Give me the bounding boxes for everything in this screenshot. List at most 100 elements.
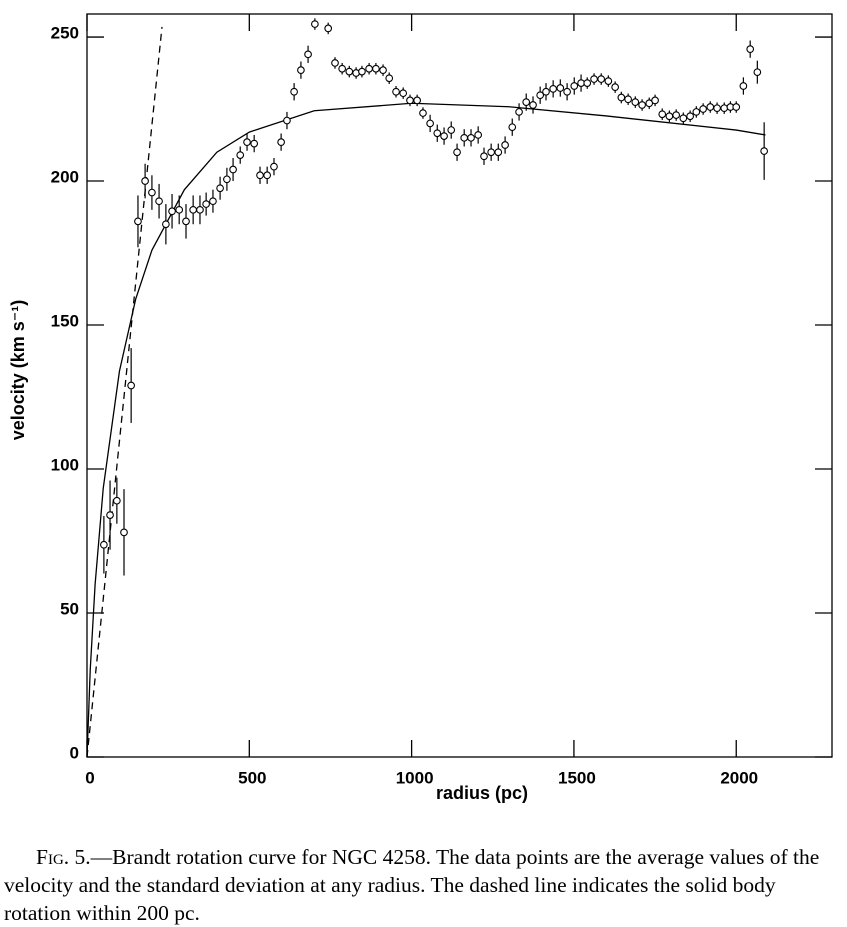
data-point (338, 64, 347, 73)
data-point (283, 116, 291, 125)
data-point (447, 126, 456, 134)
data-point (590, 75, 598, 83)
data-point (385, 74, 394, 83)
y-axis-title: velocity (km s⁻¹) (8, 300, 28, 441)
data-point (570, 82, 579, 90)
data-point (196, 205, 204, 214)
data-point (529, 101, 537, 109)
data-point (631, 98, 640, 106)
data-point (263, 171, 272, 180)
figure-caption: Fig. 5.—Brandt rotation curve for NGC 42… (4, 843, 842, 927)
data-point (127, 381, 135, 390)
data-point (311, 20, 319, 28)
data-point (440, 132, 448, 140)
data-point (277, 138, 285, 147)
data-point (331, 59, 339, 67)
data-point (515, 108, 523, 116)
data-point (686, 112, 694, 121)
data-point (358, 67, 366, 76)
data-point (597, 75, 606, 83)
data-point (236, 151, 245, 159)
data-point (209, 197, 217, 206)
data-point (746, 45, 755, 53)
x-tick-label: 1500 (558, 768, 596, 787)
data-point (617, 93, 626, 102)
data-point (433, 129, 442, 138)
data-point (243, 138, 251, 147)
caption-label: Fig. 5. (36, 845, 91, 869)
y-tick-label: 100 (51, 455, 79, 474)
data-point (419, 109, 427, 117)
data-point (611, 83, 620, 91)
y-tick-label: 0 (70, 743, 79, 762)
data-point (250, 139, 259, 148)
data-point (113, 496, 121, 505)
data-point (182, 217, 190, 226)
data-point (672, 111, 681, 119)
data-point (413, 96, 421, 105)
data-point (739, 82, 748, 90)
data-point (229, 165, 237, 174)
data-point (189, 205, 198, 214)
data-point (216, 184, 224, 193)
data-point (753, 68, 762, 77)
data-point (155, 197, 163, 206)
x-tick-label: 1000 (396, 768, 434, 787)
data-point (487, 148, 496, 157)
solid-body-line (86, 26, 163, 758)
x-tick-label: 2000 (720, 768, 758, 787)
data-point (162, 220, 170, 229)
data-point (522, 98, 531, 106)
data-point (508, 123, 517, 132)
data-point (379, 66, 387, 75)
data-point (542, 87, 550, 96)
chart: radius (pc) velocity (km s⁻¹) 0 500 1000 15… (8, 13, 833, 803)
data-point (706, 103, 715, 111)
data-point (624, 95, 632, 104)
data-point (713, 104, 721, 113)
data-point (563, 87, 571, 96)
data-point (501, 141, 509, 149)
data-point (399, 89, 408, 98)
model-curve (86, 102, 766, 758)
data-point (223, 175, 231, 184)
data-point (100, 540, 108, 549)
data-point (474, 131, 483, 139)
data-point (638, 101, 646, 109)
data-point (175, 205, 184, 214)
data-point (297, 66, 305, 75)
data-point (692, 108, 701, 116)
data-point (141, 177, 149, 185)
data-point (256, 171, 264, 180)
data-point (583, 79, 592, 87)
data-point (665, 112, 674, 121)
data-point (345, 67, 354, 76)
data-point (699, 105, 707, 113)
y-tick-label: 200 (51, 168, 79, 187)
data-point (453, 148, 461, 157)
data-point (556, 84, 565, 92)
data-point (549, 85, 558, 93)
data-point (494, 148, 503, 157)
caption-text: —Brandt rotation curve for NGC 4258. The… (4, 845, 820, 925)
data-point (120, 528, 128, 537)
data-point (467, 133, 475, 142)
data-point (426, 119, 434, 128)
data-point (536, 91, 545, 100)
data-point (604, 77, 613, 85)
data-point (148, 188, 156, 197)
data-point (106, 511, 114, 519)
x-tick-label: 500 (238, 768, 266, 787)
y-tick-label: 250 (51, 24, 79, 43)
plot-frame (86, 13, 833, 758)
data-point (392, 87, 400, 96)
data-point (406, 96, 414, 105)
data-point (679, 114, 688, 123)
data-point (372, 64, 380, 73)
data-point (651, 96, 659, 105)
data-point (720, 104, 729, 113)
data-point (577, 79, 585, 87)
x-axis-title: radius (pc) (436, 783, 528, 803)
data-point (365, 64, 373, 73)
